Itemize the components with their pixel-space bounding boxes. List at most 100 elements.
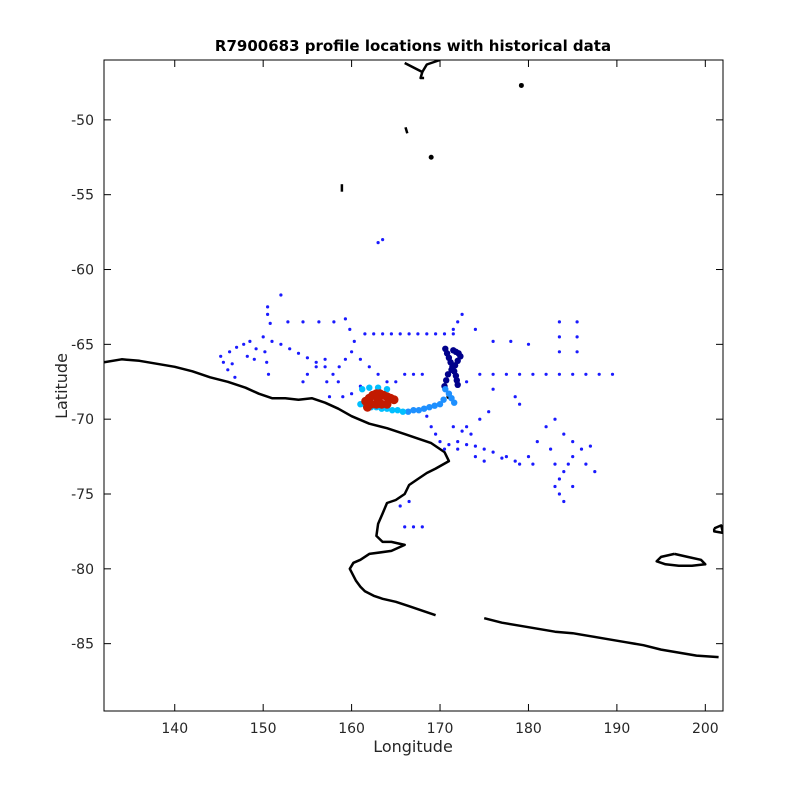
data-point [233,375,237,379]
data-point [266,305,270,309]
data-point [405,408,412,415]
scatter-points [219,238,615,529]
data-point [451,327,455,331]
data-point [451,425,455,429]
data-point [411,525,416,529]
y-tick-label: -75 [71,487,94,503]
data-point [415,407,422,414]
data-point [245,354,249,358]
data-point [416,332,420,336]
data-point [332,320,336,324]
data-point [389,332,393,336]
data-point [270,339,274,343]
data-point [426,404,433,411]
data-point [504,372,508,376]
x-tick-label: 150 [250,721,277,737]
data-point [296,351,301,355]
x-tick-label: 180 [515,721,542,737]
data-point [230,362,234,366]
data-point [557,477,562,481]
data-point [500,456,504,460]
data-point [553,417,557,421]
data-point [535,440,539,444]
data-point [447,443,451,447]
data-point [597,372,601,376]
data-point [279,342,283,346]
coastline-5 [419,71,425,80]
data-point [443,377,450,384]
data-point [438,440,442,444]
data-point [420,372,424,376]
data-point [389,407,396,414]
data-point [337,365,341,369]
data-point [407,332,411,336]
data-point [425,332,429,336]
data-point [575,350,579,354]
data-point [553,462,557,466]
x-axis-ticks: 140 150 160 170 180 190 200 [161,60,719,737]
data-point [566,462,570,466]
data-point [473,327,477,331]
data-point [562,470,566,474]
coastline-4 [404,60,441,74]
data-point [434,432,438,436]
data-point [571,455,575,459]
data-point [444,371,452,378]
x-tick-label: 140 [161,721,188,737]
data-point [265,360,269,364]
data-point [403,525,407,529]
data-point [571,372,575,376]
data-point [286,320,290,324]
data-point [350,350,354,354]
data-point [341,395,345,399]
data-point [288,347,292,351]
y-tick-label: -85 [71,637,94,653]
data-point [491,339,495,343]
data-point [518,372,522,376]
data-point [557,492,562,496]
data-point [579,447,584,451]
data-point [504,455,508,459]
data-point [314,360,318,364]
x-tick-label: 160 [338,721,365,737]
data-point [343,357,347,361]
data-point [482,459,486,463]
data-point [389,395,399,405]
x-axis-label: Longitude [373,737,453,756]
data-point [544,425,548,429]
x-tick-label: 190 [604,721,631,737]
data-point [571,484,575,489]
data-point [518,402,522,406]
data-point [469,432,473,436]
data-point [460,429,464,433]
data-point [376,372,380,376]
data-point [531,462,535,466]
data-point [593,470,597,474]
data-point [584,462,588,466]
data-point [442,332,447,336]
data-point [325,380,329,384]
data-point [451,362,459,369]
data-point [513,395,517,399]
data-point [268,321,272,325]
data-point [254,347,258,351]
data-point [363,402,372,412]
data-point [373,395,383,405]
data-point [261,335,265,339]
data-point [549,447,553,451]
island-0 [518,82,524,88]
data-point [279,293,283,297]
data-point [571,440,575,444]
data-point [473,455,477,459]
data-point [473,444,477,448]
data-point [454,381,461,388]
data-point [394,407,401,414]
data-point [420,525,424,529]
data-point [425,414,429,418]
data-point [544,372,548,376]
data-point [323,365,327,369]
data-point [219,354,223,358]
x-tick-label: 200 [692,721,719,737]
data-point [367,365,371,369]
